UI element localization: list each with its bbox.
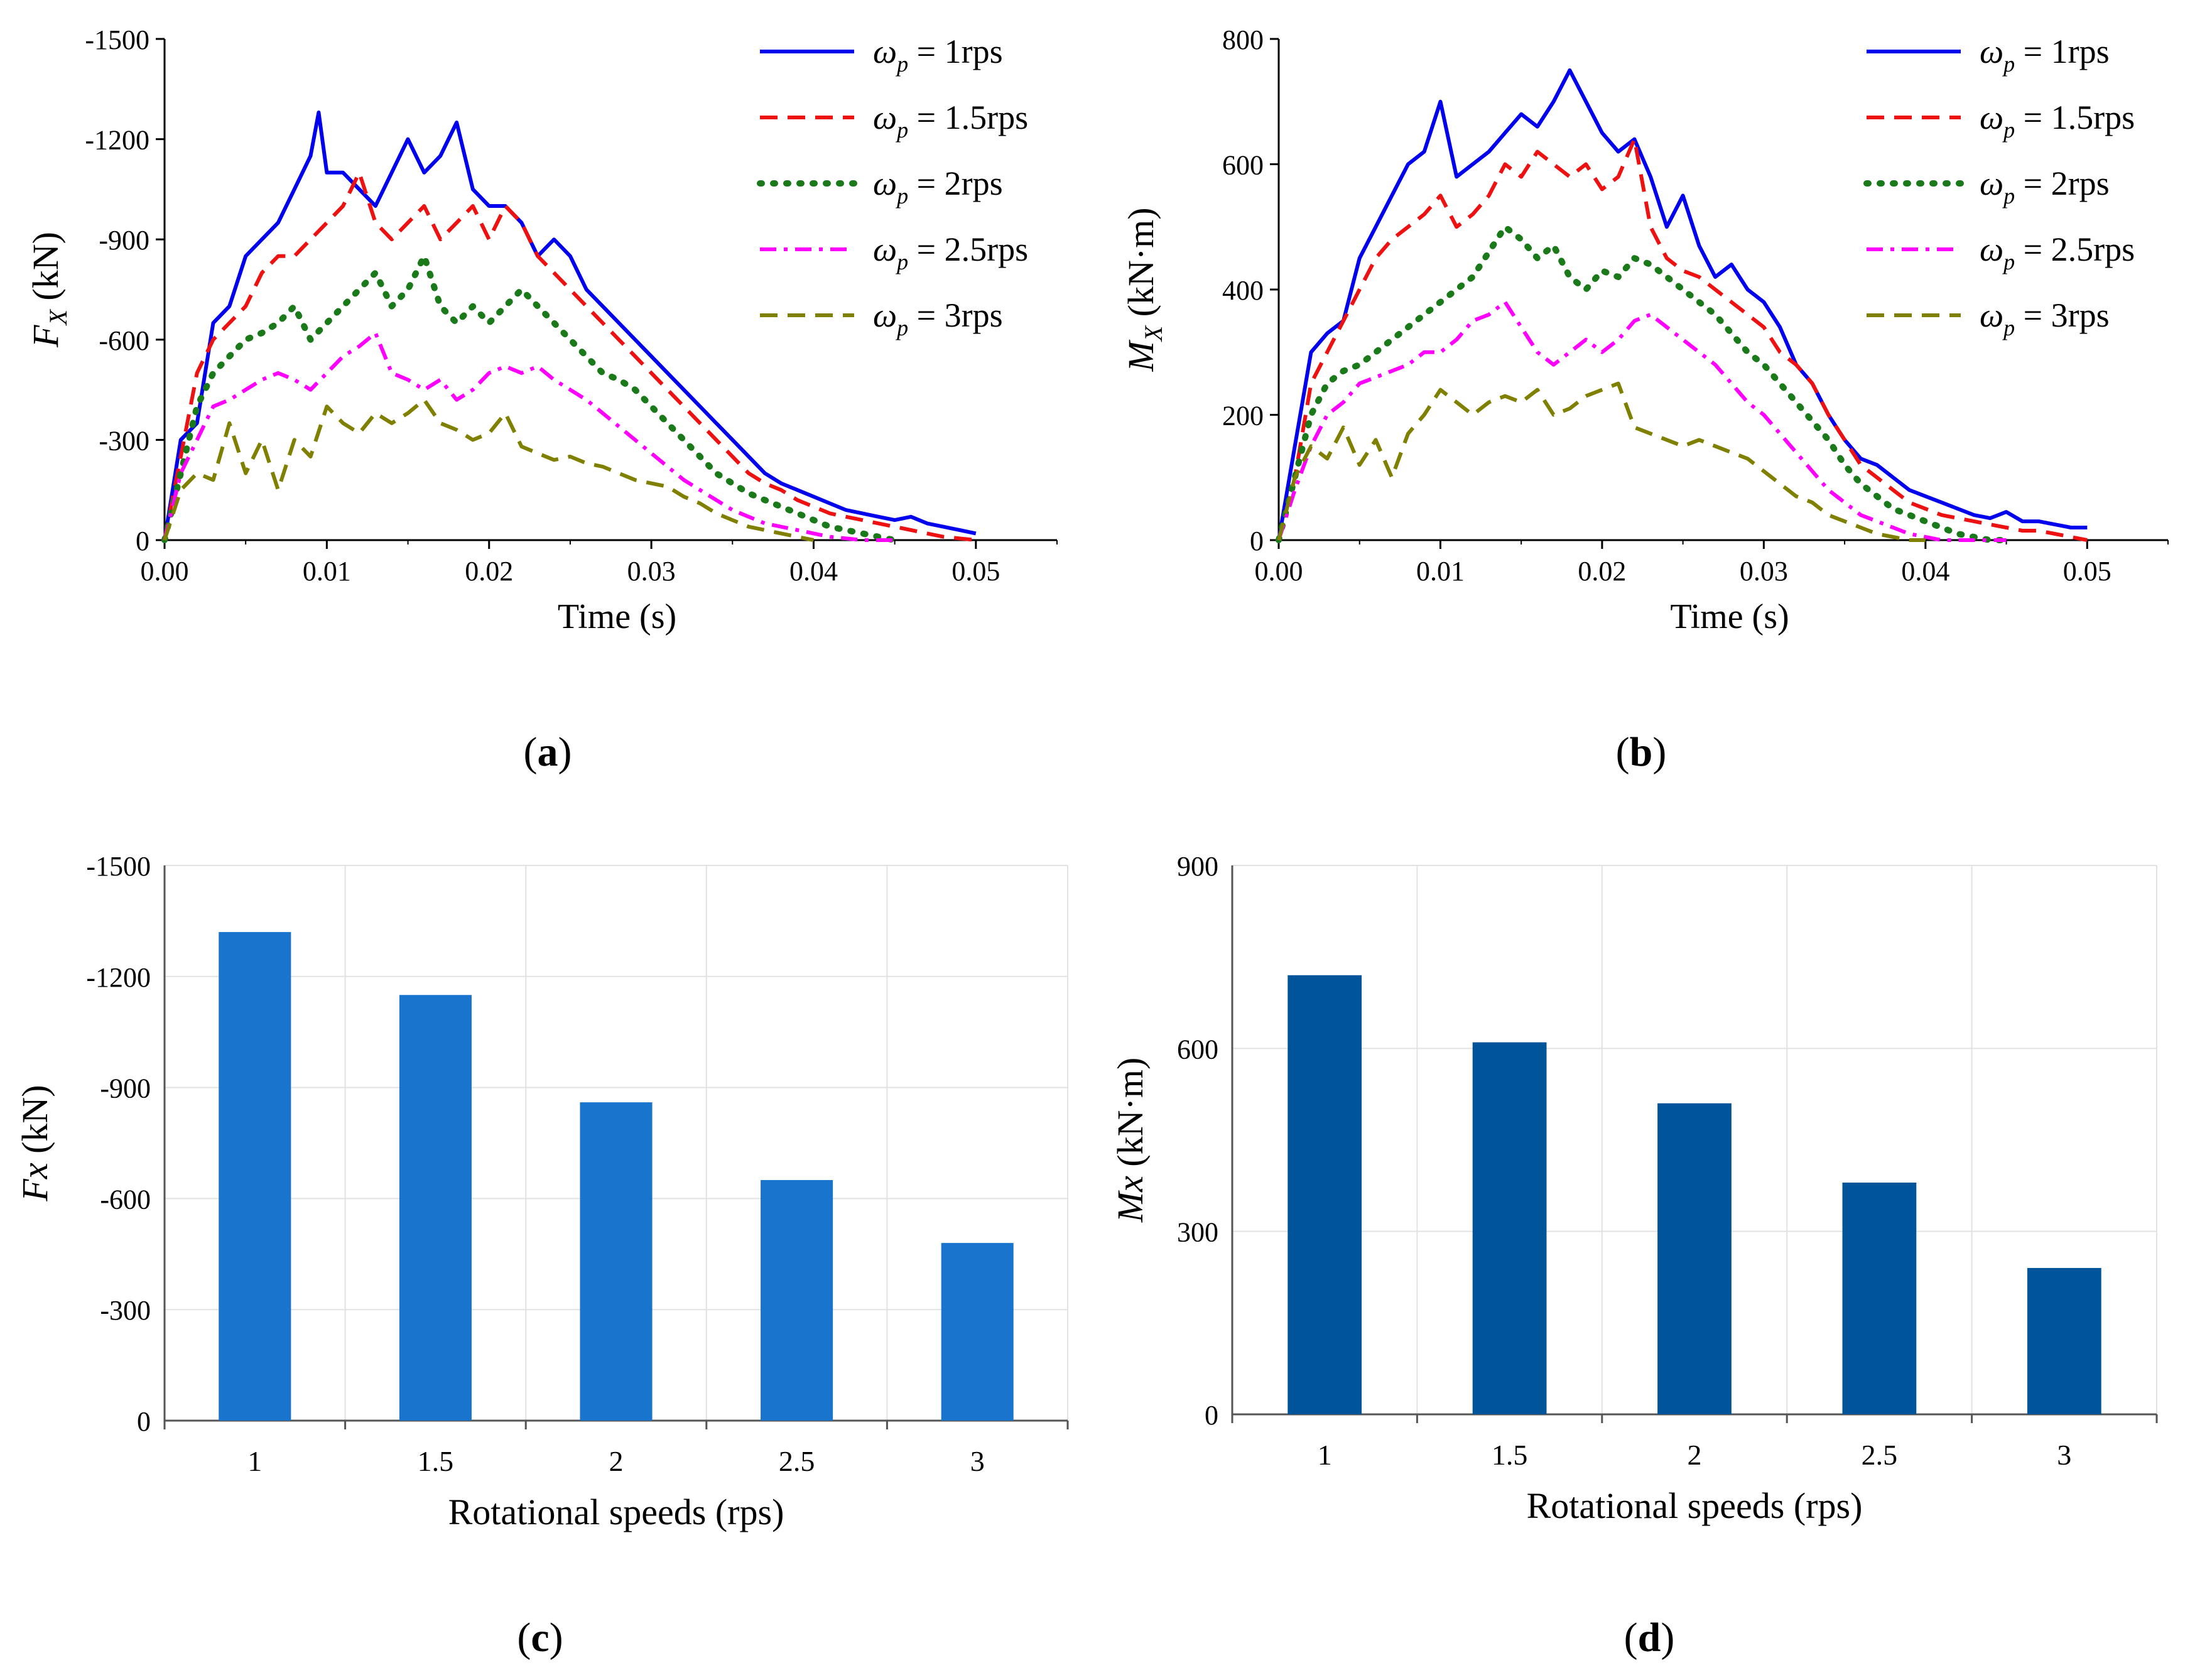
x-tick-label: 1.5 (1492, 1439, 1528, 1471)
x-tick-label: 0.04 (789, 556, 838, 587)
chart-a: 0 -300 -600 -900 -1200 -1500 0.00 0.01 0.02 0.03 0… (25, 24, 1058, 636)
y-tick-label: 900 (1177, 851, 1218, 882)
chart-c: 0 -300 -600 -900 -1200 -1500 1 1.5 2 2.5 3 Rotation… (14, 851, 1069, 1532)
caption-c: (c) (517, 1615, 563, 1661)
series-line-1 (1277, 137, 2088, 542)
legend-label-0: ωp = 1rps (1980, 33, 2110, 77)
x-tick-label: 0.02 (1578, 556, 1626, 587)
series-line-1 (163, 170, 977, 542)
y-tick-label: 200 (1222, 401, 1264, 431)
bar-0 (1287, 975, 1362, 1414)
series-line-0 (163, 111, 977, 541)
y-tick-label: -1500 (85, 24, 149, 55)
x-tick-label: 0.01 (303, 556, 351, 587)
y-tick-label: -300 (100, 1295, 151, 1326)
y-tick-label: -1200 (85, 125, 149, 156)
x-tick-label: 3 (970, 1445, 985, 1477)
x-axis-label: Rotational speeds (rps) (1527, 1485, 1863, 1526)
y-tick-label: 300 (1177, 1217, 1218, 1248)
caption-b: (b) (1615, 729, 1667, 775)
x-tick-label: 1 (247, 1445, 262, 1477)
series-line-0 (1277, 68, 2088, 541)
x-tick-label: 0.02 (465, 556, 513, 587)
y-tick-label: -600 (100, 1184, 151, 1215)
panel-b: 0 200 400 600 800 0.00 0.01 0.02 0.03 0.04 0.05 Tim… (1095, 0, 2190, 816)
y-tick-label: 600 (1177, 1034, 1218, 1065)
y-tick-label: -900 (99, 225, 149, 256)
legend-label-3: ωp = 2.5rps (873, 230, 1028, 274)
x-tick-label: 0.05 (951, 556, 1000, 587)
x-tick-label: 0.04 (1901, 556, 1949, 587)
legend-label-3: ωp = 2.5rps (1980, 230, 2135, 274)
bar-1 (1472, 1042, 1547, 1414)
x-tick-label: 0.03 (627, 556, 676, 587)
legend-label-4: ωp = 3rps (873, 296, 1003, 340)
x-axis-label: Time (s) (558, 597, 676, 636)
y-tick-label: 0 (1250, 526, 1264, 556)
legend-label-1: ωp = 1.5rps (873, 99, 1028, 143)
y-tick-label: 800 (1222, 24, 1264, 55)
x-tick-label: 0.03 (1740, 556, 1788, 587)
x-tick-label: 0.00 (1255, 556, 1303, 587)
series-line-3 (1277, 300, 2007, 542)
series-line-4 (163, 398, 815, 542)
x-axis-label: Rotational speeds (rps) (448, 1492, 784, 1532)
x-tick-label: 2.5 (1862, 1439, 1898, 1471)
bar-2 (1657, 1103, 1732, 1414)
y-axis-label: Fx (kN) (14, 1085, 55, 1201)
x-tick-label: 2.5 (779, 1445, 815, 1477)
x-tick-label: 0.05 (2063, 556, 2111, 587)
bar-4 (941, 1243, 1014, 1421)
y-axis-label: MX (kN·m) (1120, 207, 1168, 372)
caption-d: (d) (1624, 1615, 1675, 1661)
bar-4 (2027, 1267, 2101, 1414)
bar-0 (219, 932, 291, 1421)
x-tick-label: 1.5 (418, 1445, 454, 1477)
y-tick-label: -1200 (86, 962, 151, 993)
series-line-3 (163, 331, 895, 542)
y-tick-label: -300 (99, 425, 149, 456)
x-axis-label: Time (s) (1670, 597, 1789, 636)
caption-a: (a) (523, 729, 572, 775)
y-tick-label: 400 (1222, 275, 1264, 306)
bar-3 (761, 1179, 833, 1421)
bar-2 (580, 1102, 653, 1421)
legend-label-4: ωp = 3rps (1980, 296, 2110, 340)
y-tick-label: -600 (99, 325, 149, 356)
panel-c: 0 -300 -600 -900 -1200 -1500 1 1.5 2 2.5 3 Rotation… (0, 816, 1095, 1680)
y-axis-label: FX (kN) (25, 232, 72, 348)
y-tick-label: -900 (100, 1073, 151, 1104)
legend-label-2: ωp = 2rps (873, 165, 1003, 209)
x-tick-label: 1 (1318, 1439, 1332, 1471)
y-tick-label: 0 (136, 526, 149, 556)
bar-1 (399, 995, 472, 1421)
panel-d: 0 300 600 900 1 1.5 2 2.5 3 Rotational speeds (rp… (1095, 816, 2190, 1680)
x-tick-label: 3 (2057, 1439, 2071, 1471)
y-tick-label: 0 (137, 1406, 151, 1437)
chart-d: 0 300 600 900 1 1.5 2 2.5 3 Rotational speeds (rp… (1110, 851, 2158, 1526)
legend-label-1: ωp = 1.5rps (1980, 99, 2135, 143)
panel-a: 0 -300 -600 -900 -1200 -1500 0.00 0.01 0.02 0.03 0… (0, 0, 1095, 816)
x-tick-label: 2 (1688, 1439, 1702, 1471)
series-line-2 (161, 252, 898, 543)
legend-label-2: ωp = 2rps (1980, 165, 2110, 209)
bar-3 (1842, 1182, 1917, 1414)
series-line-2 (1276, 224, 2010, 543)
x-tick-label: 2 (609, 1445, 624, 1477)
series-line-4 (1277, 381, 1926, 542)
chart-b: 0 200 400 600 800 0.00 0.01 0.02 0.03 0.04 0.05 Tim… (1120, 24, 2169, 636)
y-tick-label: 0 (1205, 1400, 1218, 1431)
x-tick-label: 0.01 (1416, 556, 1465, 587)
y-axis-label: Mx (kN·m) (1110, 1058, 1151, 1223)
y-tick-label: 600 (1222, 150, 1264, 181)
y-tick-label: -1500 (86, 851, 151, 882)
x-tick-label: 0.00 (141, 556, 189, 587)
legend-label-0: ωp = 1rps (873, 33, 1003, 77)
